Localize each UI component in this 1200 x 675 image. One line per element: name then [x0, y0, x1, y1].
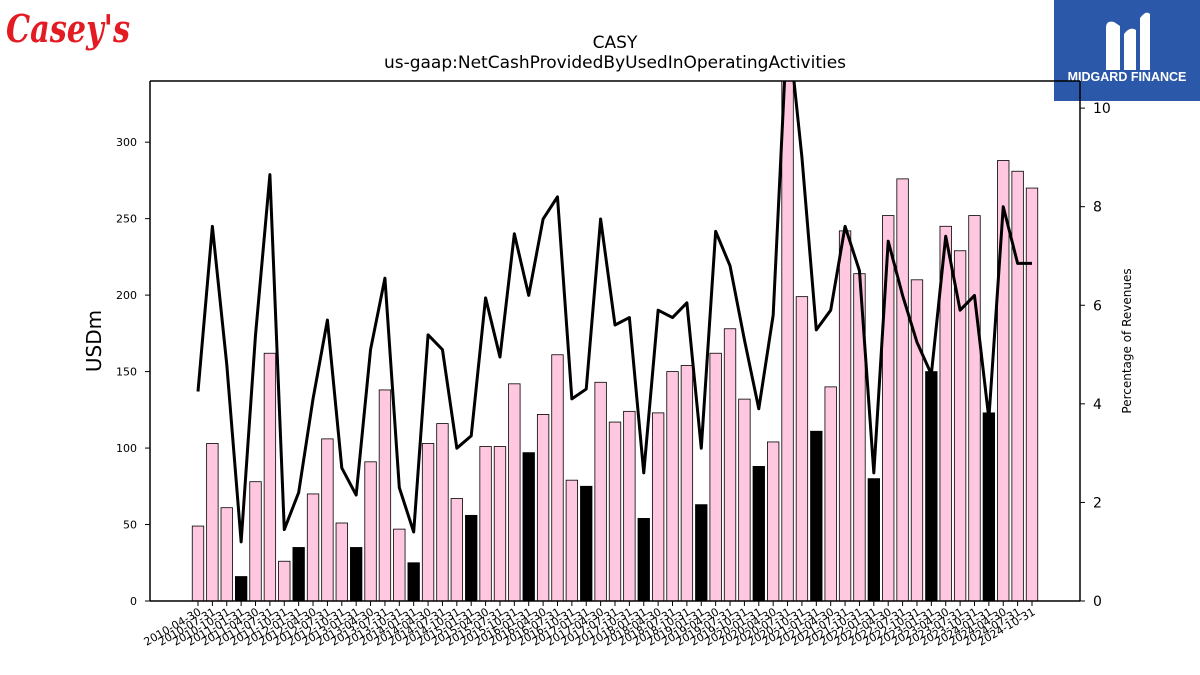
bar-2022-10-31: [910, 279, 924, 601]
bar-2015-10-31: [508, 383, 521, 601]
caseys-logo: Casey's: [4, 2, 134, 58]
y2-tick-label-0: 0: [1093, 594, 1102, 610]
midgard-logo-text: MIDGARD FINANCE: [1068, 70, 1187, 84]
bar-2012-07-31: [321, 438, 334, 601]
bar-2021-07-31: [838, 230, 852, 601]
bar-2018-01-31: [637, 518, 650, 601]
y2-tick-label-8: 8: [1093, 200, 1102, 216]
bar-2011-10-31: [278, 560, 291, 601]
bar-2015-07-31: [493, 446, 507, 601]
y-tick-label-100: 100: [116, 442, 137, 455]
y-axis-label: USDm: [82, 310, 106, 372]
y-tick-label-200: 200: [116, 289, 137, 302]
bar-2014-04-30: [421, 443, 435, 601]
bar-2017-01-31: [580, 485, 593, 601]
bar-2010-10-31: [220, 507, 233, 601]
bar-2022-01-31: [867, 478, 880, 601]
bar-2020-04-30: [767, 441, 780, 601]
bar-2022-07-31: [896, 178, 909, 601]
bar-2010-04-30: [191, 525, 205, 601]
y-tick-label-0: 0: [130, 595, 137, 608]
bar-2020-07-31: [781, 81, 794, 601]
bar-2015-01-31: [465, 514, 478, 601]
bar-2024-01-31: [982, 412, 996, 601]
percentage-of-revenues-line: [196, 81, 1032, 544]
bar-2024-10-31: [1025, 187, 1039, 601]
y2-tick-label-10: 10: [1093, 101, 1111, 117]
bar-2024-04-30: [997, 160, 1010, 601]
bar-2016-01-31: [522, 452, 535, 601]
bar-2013-07-31: [378, 389, 392, 601]
bar-2016-07-31: [551, 354, 564, 601]
midgard-finance-logo: MIDGARD FINANCE: [1054, 0, 1200, 101]
bar-2014-07-31: [436, 423, 449, 601]
bar-2019-01-31: [695, 504, 708, 601]
y2-tick-label-2: 2: [1093, 495, 1102, 511]
bar-2011-07-31: [263, 352, 277, 601]
caseys-logo-text: Casey's: [6, 6, 130, 51]
bar-2021-04-30: [824, 386, 837, 601]
bar-2013-04-30: [364, 461, 377, 601]
bar-2019-04-30: [709, 352, 722, 601]
bar-2023-01-31: [925, 371, 938, 601]
bar-2020-01-31: [752, 466, 765, 601]
bar-2014-01-31: [407, 562, 420, 601]
bar-2019-07-31: [723, 328, 737, 601]
bar-2018-10-31: [680, 365, 694, 601]
chart-title: CASY: [593, 33, 638, 53]
bar-2019-10-31: [738, 398, 751, 601]
bar-2017-04-30: [594, 381, 607, 601]
bar-2017-07-31: [608, 421, 622, 601]
bar-2022-04-30: [882, 215, 895, 601]
bar-2021-01-31: [810, 430, 823, 601]
bar-2011-04-30: [249, 481, 262, 601]
bar-2013-10-31: [393, 528, 406, 601]
y2-tick-label-6: 6: [1093, 298, 1102, 314]
bar-2013-01-31: [350, 547, 363, 601]
y-tick-label-250: 250: [116, 213, 137, 226]
bar-2023-10-31: [968, 215, 981, 601]
bar-2011-01-31: [234, 576, 248, 601]
chart-subtitle: us-gaap:NetCashProvidedByUsedInOperating…: [384, 53, 846, 73]
bar-2018-04-30: [651, 412, 665, 601]
bar-2016-10-31: [565, 479, 579, 601]
bar-2018-07-31: [666, 371, 679, 601]
bar-2012-10-31: [335, 522, 348, 601]
bar-2017-10-31: [623, 410, 636, 601]
y-tick-label-150: 150: [116, 366, 137, 379]
bar-2020-10-31: [795, 296, 809, 601]
y2-axis-label: Percentage of Revenues: [1120, 268, 1134, 413]
y2-tick-label-4: 4: [1093, 397, 1102, 413]
bar-2015-04-30: [479, 446, 492, 601]
bar-2014-10-31: [450, 498, 463, 601]
y-tick-label-300: 300: [116, 136, 137, 149]
bar-2010-07-31: [206, 443, 219, 601]
bar-2012-04-30: [306, 493, 320, 601]
bar-2024-07-31: [1011, 170, 1024, 601]
midgard-m-icon: [1106, 12, 1150, 71]
y-tick-label-50: 50: [123, 519, 137, 532]
bar-2016-04-30: [536, 414, 550, 601]
bar-2012-01-31: [292, 547, 305, 601]
